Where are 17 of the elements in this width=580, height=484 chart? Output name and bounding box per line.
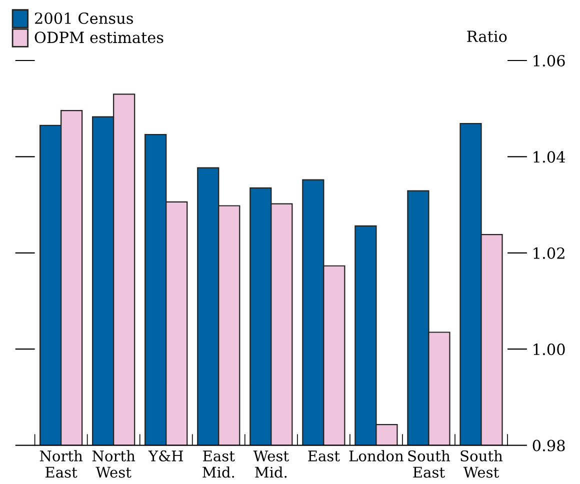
- x-tick-label: South East: [408, 450, 450, 478]
- y-tick-label: 1.02: [534, 247, 564, 259]
- y-tick-label: 1.06: [534, 54, 565, 67]
- x-tick-label: South West: [460, 450, 503, 478]
- x-tick-label: London: [349, 450, 404, 462]
- legend-label: ODPM estimates: [34, 32, 164, 44]
- x-tick-label: West Mid.: [253, 450, 289, 478]
- x-tick-label: North West: [92, 450, 136, 478]
- legend-label: 2001 Census: [34, 12, 133, 24]
- x-tick-label: East: [308, 450, 340, 462]
- x-tick-label: Y&H: [148, 450, 183, 462]
- y-tick-label: 0.98: [532, 440, 565, 452]
- x-tick-label: North East: [40, 450, 83, 478]
- y-tick-label: 1.04: [534, 151, 566, 163]
- y-axis-title: Ratio: [467, 30, 507, 42]
- y-tick-label: 1.00: [534, 344, 565, 356]
- x-tick-label: East Mid.: [202, 450, 235, 478]
